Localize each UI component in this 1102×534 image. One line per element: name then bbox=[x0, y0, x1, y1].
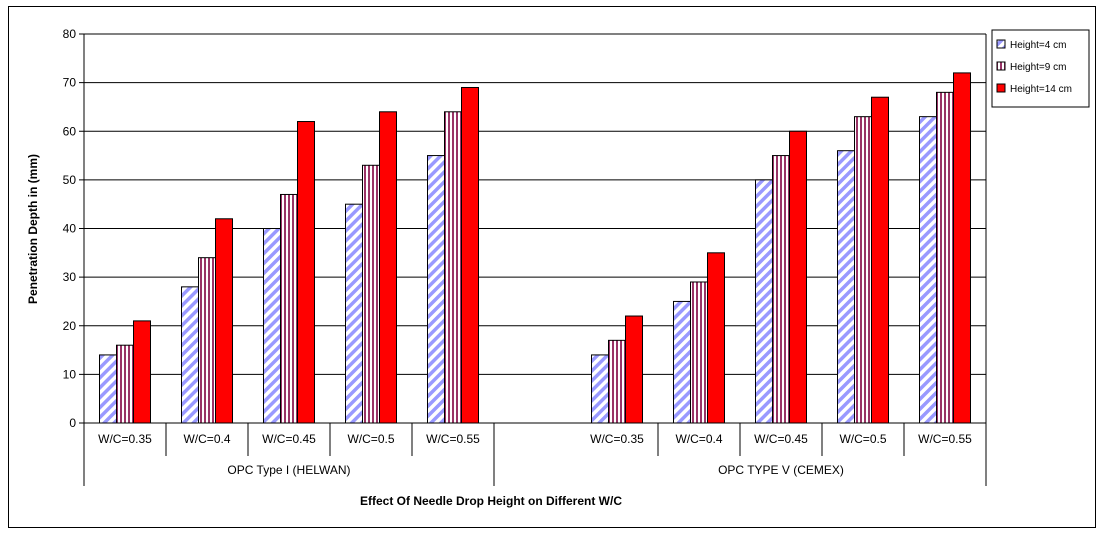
y-tick-label: 10 bbox=[63, 367, 77, 381]
legend-box bbox=[991, 29, 1090, 108]
category-label: W/C=0.45 bbox=[262, 432, 316, 446]
category-label: W/C=0.55 bbox=[426, 432, 480, 446]
bars bbox=[99, 72, 971, 424]
bar-height-14-cm bbox=[133, 320, 151, 424]
legend-swatch bbox=[996, 39, 1006, 49]
bar-height-4-cm bbox=[99, 354, 117, 424]
bar-height-9-cm bbox=[198, 257, 216, 424]
bar-height-14-cm bbox=[789, 130, 807, 424]
bar-height-4-cm bbox=[345, 203, 363, 424]
bar-height-9-cm bbox=[362, 164, 380, 424]
bar-height-14-cm bbox=[871, 96, 889, 424]
legend-label: Height=9 cm bbox=[1010, 62, 1066, 73]
y-tick-label: 40 bbox=[63, 222, 77, 236]
bar-height-4-cm bbox=[591, 354, 609, 424]
bar-height-4-cm bbox=[755, 179, 773, 424]
category-label: W/C=0.4 bbox=[183, 432, 230, 446]
bar-height-14-cm bbox=[707, 252, 725, 424]
category-label: W/C=0.35 bbox=[590, 432, 644, 446]
bar-height-9-cm bbox=[116, 344, 134, 424]
y-axis-title: Penetration Depth in (mm) bbox=[26, 154, 40, 304]
bar-height-4-cm bbox=[181, 286, 199, 424]
bar-height-9-cm bbox=[690, 281, 708, 424]
bar-height-9-cm bbox=[608, 339, 626, 424]
bar-height-4-cm bbox=[263, 228, 281, 424]
y-tick-label: 20 bbox=[63, 319, 77, 333]
category-label: W/C=0.55 bbox=[918, 432, 972, 446]
category-label: W/C=0.35 bbox=[98, 432, 152, 446]
y-tick-label: 50 bbox=[63, 173, 77, 187]
y-tick-label: 30 bbox=[63, 270, 77, 284]
legend-label: Height=4 cm bbox=[1010, 40, 1066, 51]
category-label: W/C=0.5 bbox=[839, 432, 886, 446]
bar-height-9-cm bbox=[444, 111, 462, 424]
category-label: W/C=0.45 bbox=[754, 432, 808, 446]
group-label: OPC TYPE V (CEMEX) bbox=[718, 463, 844, 477]
bar-height-14-cm bbox=[297, 121, 315, 424]
axis-labels: 0 10 20 30 40 50 60 70 80 W/C=0.35 W/C=0.4 W/C=0.45… bbox=[63, 27, 973, 477]
bar-height-14-cm bbox=[953, 72, 971, 424]
y-tick-label: 60 bbox=[63, 124, 77, 138]
group-label: OPC Type I (HELWAN) bbox=[227, 463, 350, 477]
bar-height-14-cm bbox=[461, 86, 479, 424]
bar-height-4-cm bbox=[673, 300, 691, 424]
y-tick-label: 70 bbox=[63, 76, 77, 90]
bar-height-9-cm bbox=[772, 155, 790, 424]
bar-height-14-cm bbox=[215, 218, 233, 424]
bar-height-9-cm bbox=[936, 91, 954, 424]
x-axis-title: Effect Of Needle Drop Height on Differen… bbox=[360, 494, 622, 508]
chart-frame bbox=[8, 6, 1096, 528]
bar-height-14-cm bbox=[625, 315, 643, 424]
legend-swatch bbox=[996, 83, 1006, 93]
legend-swatch bbox=[996, 61, 1006, 71]
bar-height-4-cm bbox=[837, 150, 855, 424]
category-label: W/C=0.5 bbox=[347, 432, 394, 446]
legend: Height=4 cm Height=9 cm Height=14 cm bbox=[991, 29, 1090, 108]
bar-height-9-cm bbox=[854, 116, 872, 424]
axes bbox=[79, 33, 987, 486]
bar-height-4-cm bbox=[427, 155, 445, 424]
legend-label: Height=14 cm bbox=[1010, 84, 1072, 95]
category-label: W/C=0.4 bbox=[675, 432, 722, 446]
bar-height-9-cm bbox=[280, 193, 298, 424]
y-tick-label: 80 bbox=[63, 27, 77, 41]
y-tick-label: 0 bbox=[69, 416, 76, 430]
bar-height-4-cm bbox=[919, 116, 937, 424]
bar-height-14-cm bbox=[379, 111, 397, 424]
